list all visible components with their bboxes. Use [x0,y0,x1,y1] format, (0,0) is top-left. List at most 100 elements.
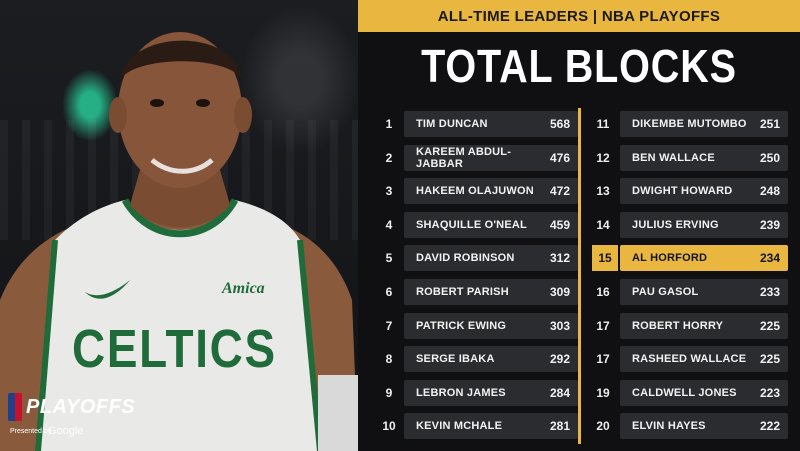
rank-number: 8 [385,352,393,367]
rank-number: 15 [598,251,612,266]
player-name: TIM DUNCAN [416,118,488,130]
player-name: DAVID ROBINSON [416,252,515,265]
table-row: 13 DWIGHT HOWARD 248 [592,177,788,205]
blocks-value: 225 [759,318,780,333]
player-name: BEN WALLACE [632,151,715,164]
player-name: PATRICK EWING [416,319,507,332]
blocks-value: 248 [759,184,780,199]
table-row: 16 PAU GASOL 233 [592,278,788,306]
player-entry: KEVIN MCHALE 281 [404,413,578,440]
player-name: ROBERT HORRY [632,319,724,332]
page-title: TOTAL BLOCKS [421,40,737,92]
rank-number: 17 [596,318,610,333]
player-entry: HAKEEM OLAJUWON 472 [404,178,578,205]
player-entry: JULIUS ERVING 239 [620,211,788,238]
blocks-value: 251 [759,117,780,131]
rank-number: 11 [596,117,610,131]
player-entry: CALDWELL JONES 223 [620,379,788,406]
rank-number: 12 [596,150,610,165]
rank-number: 6 [385,285,393,299]
player-entry: SHAQUILLE O'NEAL 459 [404,211,578,238]
blocks-value: 568 [549,117,570,131]
blocks-value: 312 [549,251,570,266]
rank-number: 16 [596,285,610,299]
rank-number: 14 [596,217,610,232]
player-photo: Amica CELTICS PLAYOFFS Presented by Goog… [0,0,358,451]
player-entry: DIKEMBE MUTOMBO 251 [620,111,788,137]
player-name: PAU GASOL [632,286,699,298]
player-name: LEBRON JAMES [416,386,506,399]
table-row: 2 KAREEM ABDUL-JABBAR 476 [378,144,578,172]
player-name: CALDWELL JONES [632,386,737,399]
rank-number: 20 [596,419,610,434]
table-row: 8 SERGE IBAKA 292 [378,345,578,373]
blocks-value: 459 [549,217,570,232]
rank-highlight [592,245,618,272]
table-row: 1 TIM DUNCAN 568 [378,110,578,138]
player-name: HAKEEM OLAJUWON [416,185,534,198]
player-name: SHAQUILLE O'NEAL [416,218,527,231]
player-entry: TIM DUNCAN 568 [404,111,578,137]
table-row: 14 JULIUS ERVING 239 [592,211,788,239]
sponsor-label: Google [48,425,84,437]
blocks-value: 222 [759,419,780,434]
table-row: 5 DAVID ROBINSON 312 [378,244,578,272]
blocks-value: 281 [549,419,570,434]
table-row: 4 SHAQUILLE O'NEAL 459 [378,211,578,239]
blocks-value: 225 [759,352,780,367]
player-entry: DWIGHT HOWARD 248 [620,178,788,205]
blocks-value: 292 [549,352,570,367]
player-name: KAREEM ABDUL-JABBAR [416,145,512,170]
column-divider [578,108,581,444]
table-row: 7 PATRICK EWING 303 [378,312,578,340]
player-name: SERGE IBAKA [416,353,495,366]
table-row: 11 DIKEMBE MUTOMBO 251 [592,110,788,138]
blocks-value: 472 [549,184,570,199]
table-row: 17 ROBERT HORRY 225 [592,312,788,340]
blocks-value: 250 [759,150,780,165]
rank-number: 13 [596,184,610,199]
blocks-value: 303 [549,318,570,333]
player-entry: ROBERT PARISH 309 [404,279,578,305]
playoffs-label: PLAYOFFS [26,395,136,418]
player-entry: PAU GASOL 233 [620,279,788,305]
player-name: KEVIN MCHALE [416,420,503,433]
table-row: 12 BEN WALLACE 250 [592,144,788,172]
rank-number: 19 [596,385,610,400]
rank-number: 4 [385,217,393,232]
table-row: 20 ELVIN HAYES 222 [592,412,788,440]
player-entry: ELVIN HAYES 222 [620,413,788,440]
player-entry: RASHEED WALLACE 225 [620,346,788,373]
table-row: 10 KEVIN MCHALE 281 [378,412,578,440]
player-name: JULIUS ERVING [632,218,719,231]
player-name: ELVIN HAYES [632,420,706,433]
blocks-value: 309 [549,285,570,299]
table-row: 3 HAKEEM OLAJUWON 472 [378,177,578,205]
table-row: 6 ROBERT PARISH 309 [378,278,578,306]
table-row: 15 AL HORFORD 234 [592,244,788,272]
player-name: ROBERT PARISH [416,286,509,298]
rank-number: 10 [382,419,396,434]
player-name: AL HORFORD [632,252,708,265]
jersey-team: CELTICS [72,319,277,379]
blocks-value: 239 [759,217,780,232]
player-name: DWIGHT HOWARD [632,185,733,198]
rank-number: 3 [385,184,393,199]
rank-number: 17 [596,352,610,367]
rank-number: 7 [385,318,393,333]
blocks-value: 234 [759,251,780,266]
rank-number: 5 [385,251,393,266]
player-entry: SERGE IBAKA 292 [404,346,578,373]
leaders-board: ALL-TIME LEADERS | NBA PLAYOFFS TOTAL BL… [358,0,800,451]
blocks-value: 223 [759,385,780,400]
player-illustration [0,32,358,451]
rank-number: 2 [385,150,393,165]
rank-number: 9 [385,385,393,400]
nba-logo-icon [8,393,22,421]
blocks-value: 284 [549,385,570,400]
player-entry: DAVID ROBINSON 312 [404,245,578,272]
player-name: DIKEMBE MUTOMBO [632,118,747,130]
player-entry: LEBRON JAMES 284 [404,379,578,406]
rank-number: 1 [385,117,393,131]
player-entry: PATRICK EWING 303 [404,312,578,339]
